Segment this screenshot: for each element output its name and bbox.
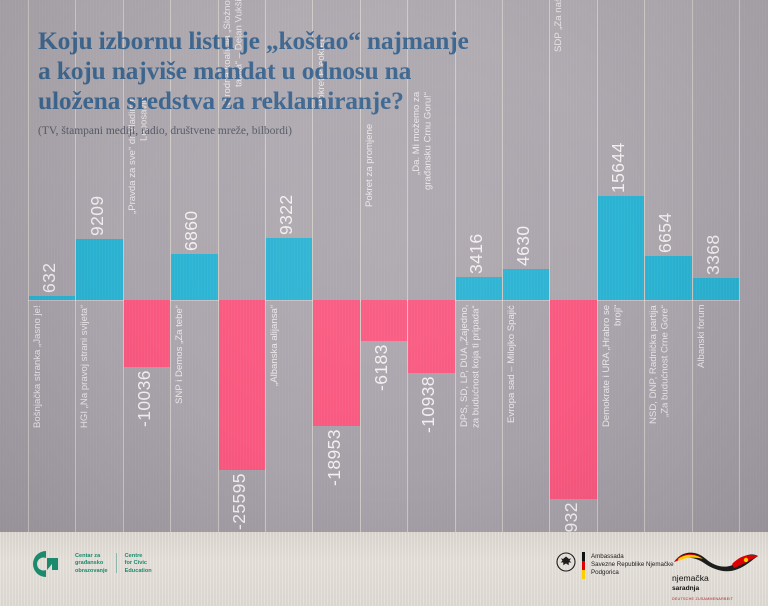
header: Koju izbornu listu je „koštao“ najmanje … bbox=[38, 26, 538, 137]
bar[interactable] bbox=[313, 300, 360, 426]
grid-line bbox=[217, 0, 219, 536]
bar-value-label: 6654 bbox=[655, 212, 676, 253]
grid-line bbox=[739, 0, 740, 536]
bar-value-label: 15644 bbox=[608, 142, 628, 193]
bar[interactable] bbox=[29, 295, 76, 300]
bar-category-label: HGI „Na pravoj strani svijeta“ bbox=[79, 305, 91, 429]
grid-line bbox=[596, 0, 598, 536]
cce-name-local: Centar za građansko obrazovanje bbox=[75, 553, 108, 574]
bar[interactable] bbox=[171, 254, 218, 300]
bar-value-label: -18953 bbox=[323, 428, 344, 486]
grid-line bbox=[549, 0, 551, 536]
grid-line bbox=[122, 0, 124, 536]
bar[interactable] bbox=[503, 269, 550, 300]
footer: Centar za građansko obrazovanje Centre f… bbox=[0, 532, 768, 606]
cce-divider bbox=[115, 553, 117, 574]
bar-value-label: 3416 bbox=[465, 233, 486, 275]
bar[interactable] bbox=[408, 300, 455, 373]
grid-line bbox=[28, 0, 29, 536]
bar-category-label: DPS, SD, LP, DUA „Zajedno, za budućnost … bbox=[458, 305, 481, 428]
bar[interactable] bbox=[266, 238, 313, 300]
bar[interactable] bbox=[123, 300, 171, 367]
bar-category-label: „Albanska alijansa“ bbox=[269, 305, 280, 387]
embassy-text: Ambassada Savezne Republike Njemačke Pod… bbox=[591, 553, 674, 577]
bar[interactable] bbox=[692, 277, 739, 300]
german-flag-bar-icon bbox=[582, 552, 585, 579]
grid-line bbox=[170, 0, 172, 536]
grid-line bbox=[454, 0, 456, 536]
bar-category-label: SDP „Za našu kuću“ bbox=[553, 0, 565, 53]
bar-category-label: Evropa sad – Milojko Spajić bbox=[506, 305, 517, 423]
cooperation-title: njemačka bbox=[672, 573, 709, 583]
bar-value-label: -25595 bbox=[228, 473, 249, 531]
page-title: Koju izbornu listu je „koštao“ najmanje … bbox=[38, 26, 469, 115]
bar-category-label: Bošnjačka stranka „Jasno je! bbox=[32, 305, 43, 428]
cooperation-swoosh-icon bbox=[674, 552, 758, 572]
bar-value-label: 632 bbox=[39, 262, 60, 293]
grid-line bbox=[312, 0, 314, 536]
grid-line bbox=[265, 0, 266, 536]
grid-line bbox=[502, 0, 503, 536]
bar-value-label: 9322 bbox=[276, 194, 297, 236]
bar-category-label: NSD, DNP, Radnička partija „Za budućnost… bbox=[648, 305, 671, 424]
cce-name-en: Centre for Civic Education bbox=[124, 553, 152, 574]
bar-category-label: Pokret za promjene bbox=[363, 123, 375, 208]
grid-line bbox=[644, 0, 646, 536]
bar-chart: 632 Bošnjačka stranka „Jasno je! 9209 HGI „… bbox=[28, 0, 740, 559]
cooperation-wordmark: njemačka saradnja DEUTSCHE ZUSAMMENARBEI… bbox=[672, 573, 734, 604]
bar-value-label: -6183 bbox=[371, 344, 391, 391]
cce-wordmark: Centar za građansko obrazovanje Centre f… bbox=[75, 553, 152, 575]
bar-category-label: Albanski forum bbox=[695, 305, 707, 369]
bar-value-label: 4630 bbox=[513, 225, 534, 267]
grid-line bbox=[691, 0, 693, 536]
bar-value-label: 6860 bbox=[181, 210, 202, 252]
bar[interactable] bbox=[76, 238, 123, 300]
bar-value-label: 9209 bbox=[86, 195, 107, 236]
bar[interactable] bbox=[597, 196, 645, 300]
bar-value-label: 3368 bbox=[702, 234, 723, 275]
grid-line bbox=[75, 0, 77, 536]
german-eagle-icon bbox=[556, 552, 576, 572]
bar[interactable] bbox=[645, 255, 692, 300]
bar[interactable] bbox=[360, 300, 408, 342]
cce-mark-icon bbox=[33, 551, 58, 577]
bar[interactable] bbox=[218, 300, 265, 471]
german-embassy-logo: Ambassada Savezne Republike Njemačke Pod… bbox=[556, 552, 674, 579]
bar[interactable] bbox=[550, 300, 597, 499]
cooperation-subtitle: saradnja bbox=[672, 584, 700, 592]
page-subtitle: (TV, štampani mediji, radio, društvene m… bbox=[38, 125, 292, 137]
cooperation-tagline: DEUTSCHE ZUSAMMENARBEIT bbox=[672, 596, 734, 601]
grid-line bbox=[407, 0, 409, 536]
cce-logo: Centar za građansko obrazovanje Centre f… bbox=[30, 549, 152, 579]
bar[interactable] bbox=[455, 277, 502, 300]
bar-category-label: SNP i Demos „Za tebe“ bbox=[174, 305, 186, 404]
bar-value-label: -10938 bbox=[418, 375, 439, 433]
bar-value-label: -10036 bbox=[134, 369, 154, 427]
german-cooperation-logo: njemačka saradnja DEUTSCHE ZUSAMMENARBEI… bbox=[672, 550, 760, 601]
bar-category-label: Demokrate i URA „Hrabro se broji“ bbox=[600, 305, 624, 428]
grid-line bbox=[359, 0, 361, 536]
